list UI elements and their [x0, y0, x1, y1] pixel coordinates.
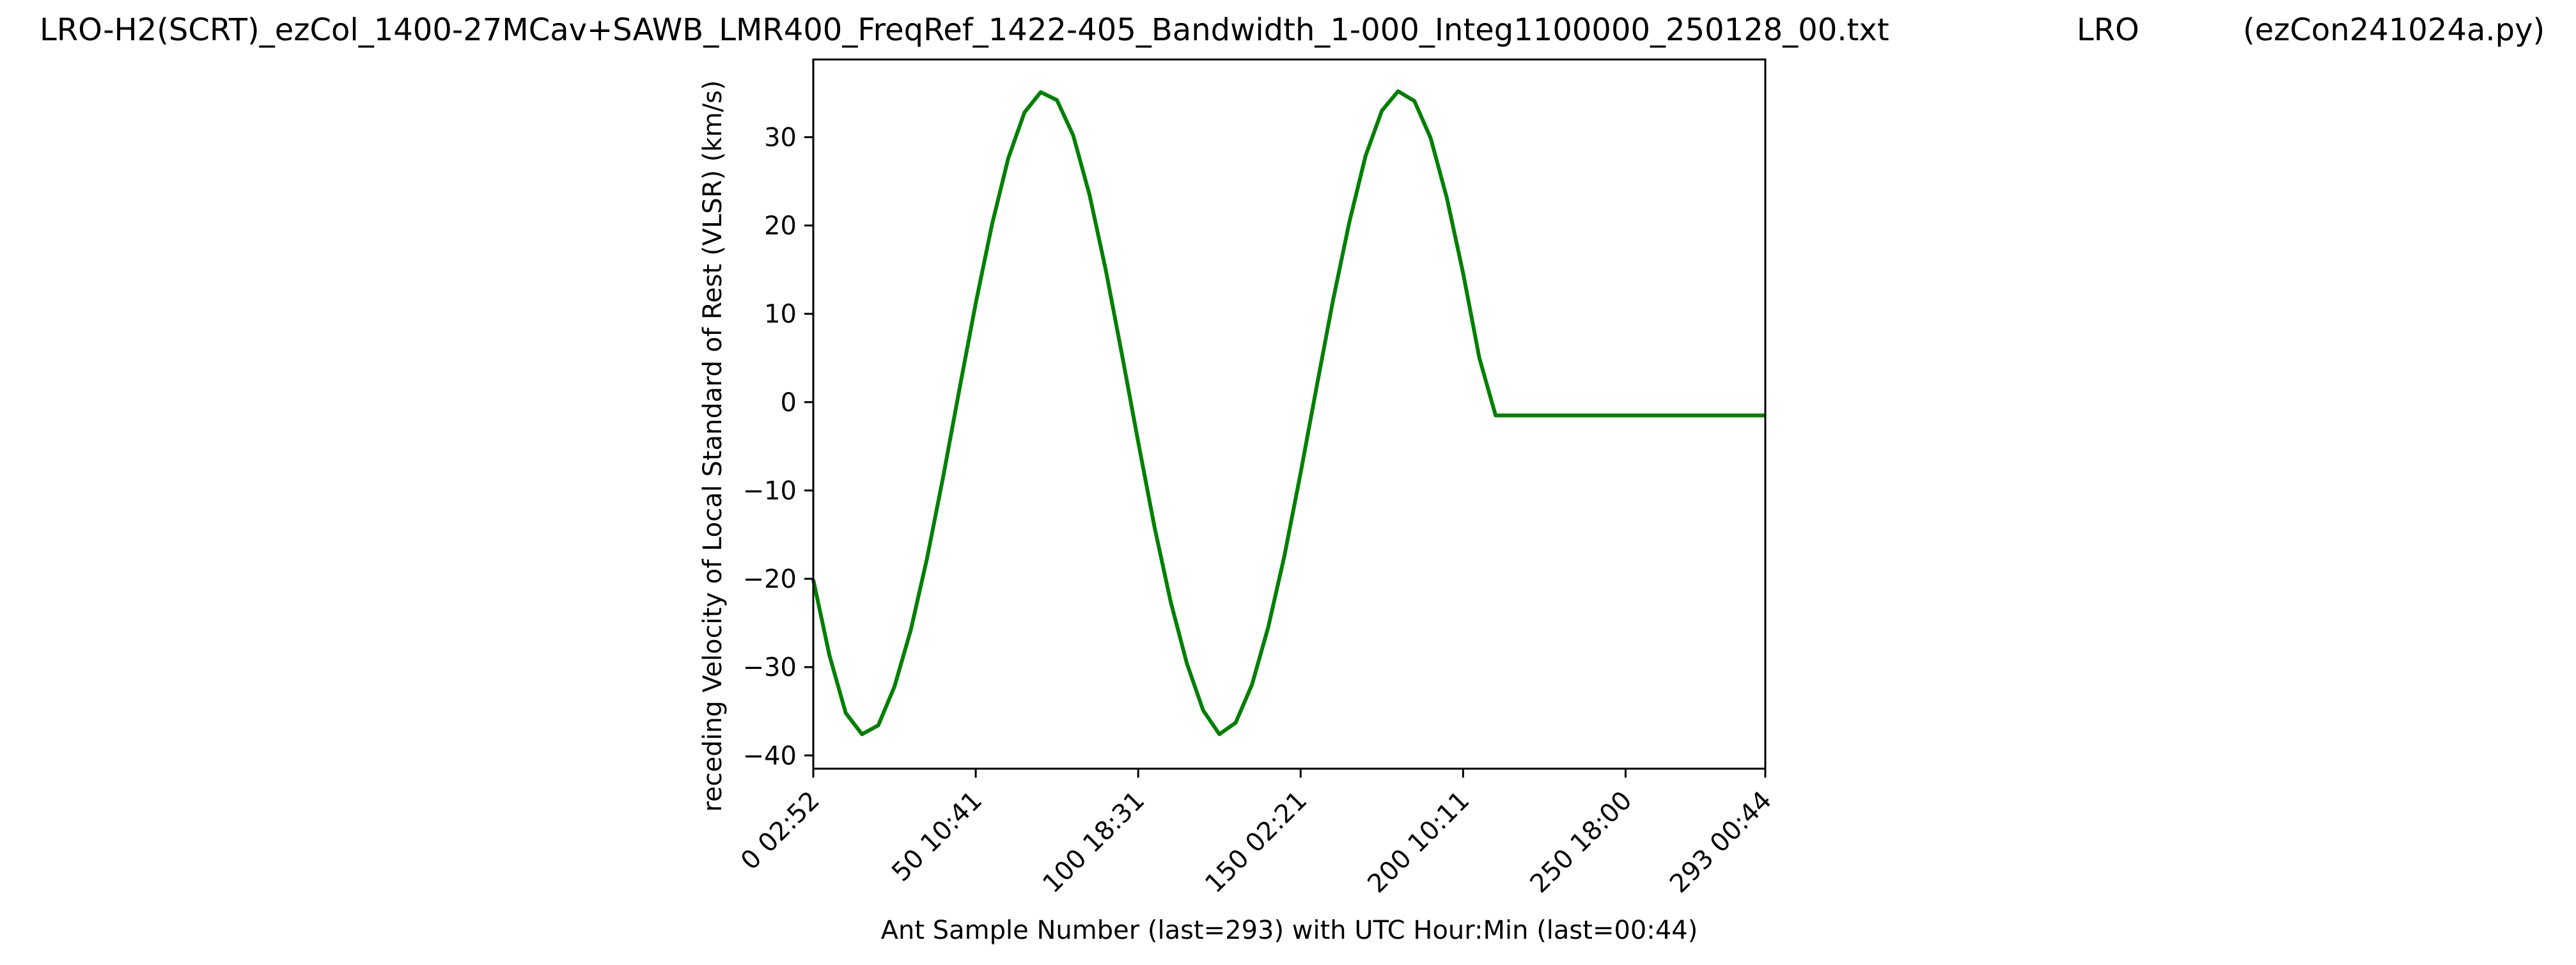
y-axis-label: receding Velocity of Local Standard of R…	[698, 80, 728, 812]
chart-title: LRO-H2(SCRT)_ezCol_1400-27MCav+SAWB_LMR4…	[40, 12, 2545, 48]
chart-title-program: (ezCon241024a.py)	[2243, 12, 2545, 48]
y-tick-label: −20	[743, 565, 797, 594]
y-tick-label: 30	[764, 123, 797, 153]
chart-title-file: LRO-H2(SCRT)_ezCol_1400-27MCav+SAWB_LMR4…	[40, 12, 1889, 48]
axes-frame	[812, 58, 1767, 770]
y-tick-label: −10	[743, 476, 797, 506]
x-axis-label: Ant Sample Number (last=293) with UTC Ho…	[881, 916, 1698, 945]
y-tick-label: 20	[764, 212, 797, 241]
chart-title-station: LRO	[2077, 12, 2139, 48]
y-tick-label: −30	[743, 653, 797, 682]
series-line-vlsr	[811, 89, 1765, 737]
y-axis: 30 20 10 0 −10 −20 −30 −40	[743, 123, 813, 771]
plot-area	[811, 89, 1765, 737]
y-tick-label: −40	[743, 741, 797, 771]
y-tick-label: 0	[781, 388, 797, 418]
y-tick-label: 10	[764, 300, 797, 329]
